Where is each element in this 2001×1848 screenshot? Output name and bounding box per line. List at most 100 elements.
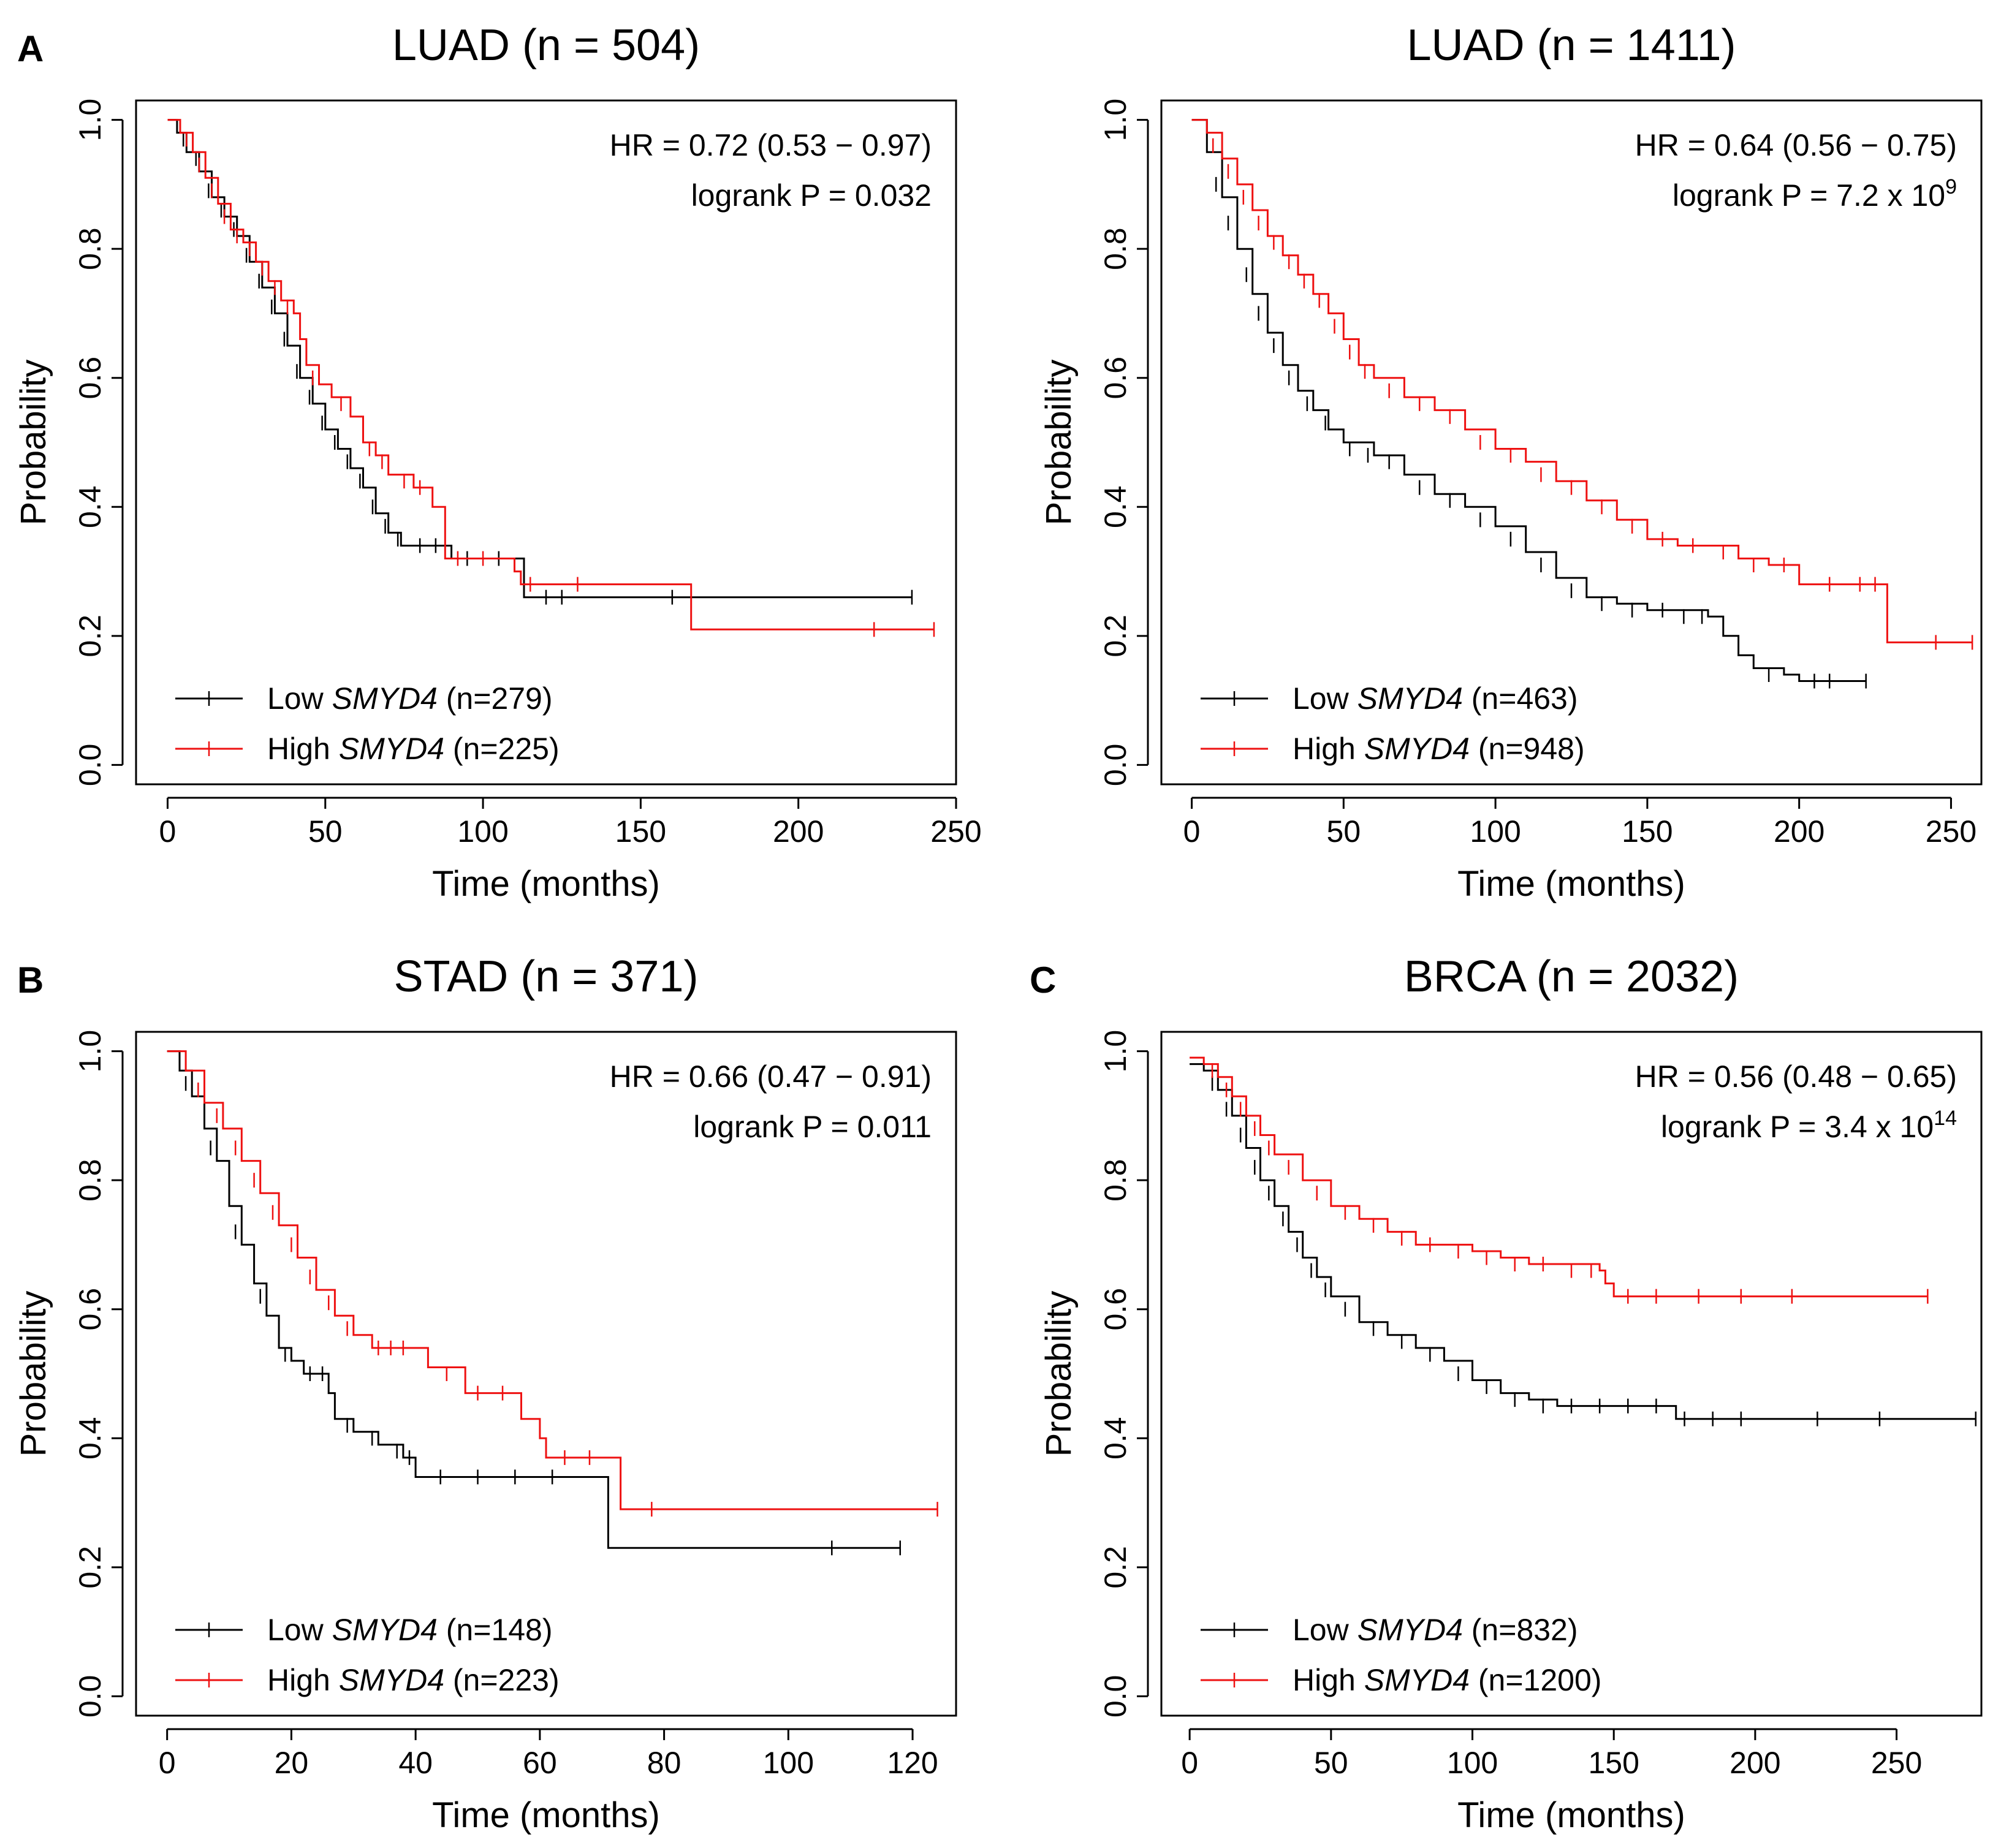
y-tick-label: 0.0 <box>73 1675 107 1718</box>
series-low-line <box>167 1050 900 1549</box>
y-tick-label: 0.6 <box>73 357 107 400</box>
chart-title: LUAD (n = 504) <box>392 21 700 70</box>
legend-label: Low SMYD4 (n=279) <box>267 681 553 716</box>
x-tick-label: 50 <box>1314 1746 1348 1780</box>
legend-label: Low SMYD4 (n=463) <box>1293 681 1578 716</box>
x-tick-label: 50 <box>308 814 343 849</box>
legend-label: High SMYD4 (n=223) <box>267 1663 560 1697</box>
x-axis-label: Time (months) <box>432 864 660 904</box>
chart-panel-brca2032: C BRCA (n = 2032) 0 50 100 150 200 250 Time (mon… <box>1030 952 1983 1835</box>
legend-label: High SMYD4 (n=1200) <box>1293 1663 1601 1697</box>
y-tick-label: 0.8 <box>73 1159 107 1202</box>
chart-panel-stad371: B STAD (n = 371) 0 20 40 60 80 100 120 Time (mont… <box>13 952 957 1835</box>
y-axis-label: Probability <box>13 1291 53 1457</box>
legend-label: Low SMYD4 (n=832) <box>1293 1613 1578 1647</box>
series-high-line <box>167 1050 938 1510</box>
y-tick-label: 0.4 <box>1098 486 1133 529</box>
x-tick-label: 200 <box>773 814 824 849</box>
chart-title: STAD (n = 371) <box>394 952 699 1001</box>
chart-title: LUAD (n = 1411) <box>1407 21 1736 70</box>
x-tick-label: 100 <box>1470 814 1521 849</box>
x-tick-label: 120 <box>887 1746 938 1780</box>
y-tick-label: 0.8 <box>1098 227 1133 270</box>
logrank-p-text: logrank P = 0.032 <box>691 178 932 213</box>
hazard-ratio-text: HR = 0.72 (0.53 − 0.97) <box>610 128 932 162</box>
x-tick-label: 100 <box>1447 1746 1498 1780</box>
panel-letter: C <box>1030 960 1056 1001</box>
x-axis-label: Time (months) <box>432 1795 660 1835</box>
x-tick-label: 20 <box>275 1746 309 1780</box>
series-high-line <box>167 119 934 631</box>
logrank-p-text: logrank P = 3.4 x 1014 <box>1661 1107 1957 1144</box>
x-tick-label: 250 <box>930 814 981 849</box>
y-tick-label: 1.0 <box>1098 99 1133 142</box>
x-tick-label: 250 <box>1926 814 1976 849</box>
series-low-line <box>1190 1063 1976 1420</box>
chart-title: BRCA (n = 2032) <box>1404 952 1739 1001</box>
legend-label: High SMYD4 (n=948) <box>1293 732 1585 766</box>
legend-label: High SMYD4 (n=225) <box>267 732 560 766</box>
logrank-p-text: logrank P = 7.2 x 109 <box>1673 175 1957 213</box>
y-tick-label: 0.2 <box>73 1546 107 1589</box>
x-tick-label: 50 <box>1327 814 1361 849</box>
chart-panel-luad504: A LUAD (n = 504) 0 50 100 150 200 250 Time (mont… <box>13 21 982 904</box>
y-tick-label: 0.0 <box>73 744 107 787</box>
plot-frame <box>1160 99 1983 786</box>
x-tick-label: 200 <box>1730 1746 1780 1780</box>
y-tick-label: 0.8 <box>73 227 107 270</box>
x-tick-label: 250 <box>1871 1746 1922 1780</box>
y-tick-label: 0.8 <box>1098 1159 1133 1202</box>
x-tick-label: 150 <box>615 814 666 849</box>
legend-item-high: High SMYD4 (n=225) <box>175 732 560 766</box>
legend-item-high: High SMYD4 (n=1200) <box>1201 1663 1601 1697</box>
panel-letter: A <box>17 28 44 69</box>
legend-label: Low SMYD4 (n=148) <box>267 1613 553 1647</box>
hazard-ratio-text: HR = 0.66 (0.47 − 0.91) <box>610 1059 932 1094</box>
x-tick-label: 200 <box>1774 814 1824 849</box>
legend-item-high: High SMYD4 (n=223) <box>175 1663 560 1697</box>
y-tick-label: 0.4 <box>73 1417 107 1460</box>
logrank-p-text: logrank P = 0.011 <box>693 1110 932 1144</box>
y-tick-label: 0.6 <box>73 1288 107 1331</box>
x-tick-label: 150 <box>1588 1746 1639 1780</box>
hazard-ratio-text: HR = 0.56 (0.48 − 0.65) <box>1635 1059 1957 1094</box>
x-tick-label: 0 <box>159 814 177 849</box>
panel-letter: B <box>17 960 44 1001</box>
legend-item-low: Low SMYD4 (n=279) <box>175 681 553 716</box>
legend-item-low: Low SMYD4 (n=832) <box>1201 1613 1578 1647</box>
y-tick-label: 1.0 <box>73 99 107 142</box>
legend-item-low: Low SMYD4 (n=463) <box>1201 681 1578 716</box>
series-high-line <box>1191 119 1973 643</box>
y-tick-label: 0.0 <box>1098 744 1133 787</box>
y-axis-label: Probability <box>1039 360 1079 526</box>
chart-panel-luad1411: LUAD (n = 1411) 0 50 100 150 200 250 Time (mont… <box>1039 21 1983 904</box>
y-tick-label: 1.0 <box>1098 1030 1133 1073</box>
y-axis-label: Probability <box>13 360 53 526</box>
x-tick-label: 80 <box>647 1746 682 1780</box>
y-tick-label: 0.2 <box>1098 1546 1133 1589</box>
legend-item-high: High SMYD4 (n=948) <box>1201 732 1585 766</box>
y-tick-label: 0.4 <box>73 486 107 529</box>
series-high-line <box>1190 1056 1928 1298</box>
legend-item-low: Low SMYD4 (n=148) <box>175 1613 553 1647</box>
x-tick-label: 150 <box>1622 814 1673 849</box>
x-axis-label: Time (months) <box>1457 864 1685 904</box>
x-tick-label: 60 <box>523 1746 557 1780</box>
plot-frame <box>135 99 957 786</box>
y-tick-label: 0.2 <box>73 615 107 657</box>
y-tick-label: 1.0 <box>73 1030 107 1073</box>
x-tick-label: 0 <box>159 1746 176 1780</box>
x-tick-label: 100 <box>457 814 508 849</box>
x-axis-label: Time (months) <box>1457 1795 1685 1835</box>
x-tick-label: 0 <box>1183 814 1201 849</box>
y-tick-label: 0.0 <box>1098 1675 1133 1718</box>
x-tick-label: 0 <box>1181 1746 1198 1780</box>
plot-frame <box>135 1031 957 1717</box>
x-tick-label: 40 <box>398 1746 433 1780</box>
hazard-ratio-text: HR = 0.64 (0.56 − 0.75) <box>1635 128 1957 162</box>
x-tick-label: 100 <box>763 1746 814 1780</box>
y-tick-label: 0.2 <box>1098 615 1133 657</box>
plot-frame <box>1160 1031 1983 1717</box>
y-tick-label: 0.6 <box>1098 1288 1133 1331</box>
